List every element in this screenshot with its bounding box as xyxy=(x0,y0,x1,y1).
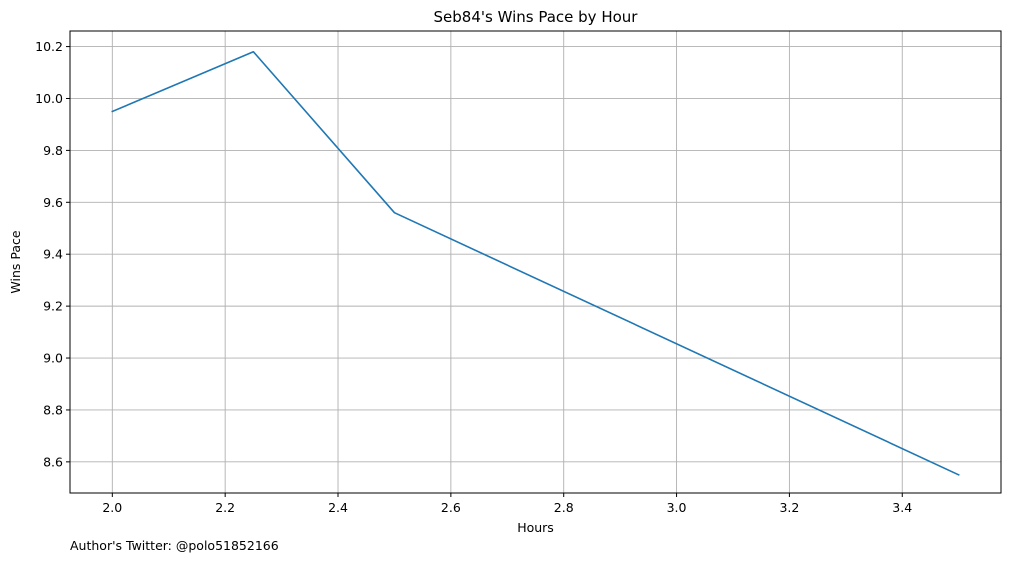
plot-frame xyxy=(69,30,1002,494)
x-tick-label: 3.4 xyxy=(892,500,912,515)
series-line-path xyxy=(111,50,960,476)
y-tick-label: 8.8 xyxy=(43,402,63,417)
grid-lines xyxy=(70,31,1001,493)
x-tick-label: 2.6 xyxy=(441,500,461,515)
x-tick-label: 3.2 xyxy=(779,500,799,515)
x-axis-title: Hours xyxy=(517,520,554,535)
x-tick-label: 2.8 xyxy=(554,500,574,515)
y-tick-label: 9.6 xyxy=(43,195,63,210)
y-tick-label: 9.8 xyxy=(43,143,63,158)
x-axis-ticks: 2.0 2.2 2.4 2.6 2.8 3.0 3.2 3.4 xyxy=(102,493,912,515)
y-tick-label: 10.2 xyxy=(35,39,63,54)
x-tick-label: 3.0 xyxy=(667,500,687,515)
y-axis-title: Wins Pace xyxy=(8,230,23,293)
y-tick-label: 9.2 xyxy=(43,299,63,314)
y-axis-ticks: 8.6 8.8 9.0 9.2 9.4 9.6 9.8 10.0 10.2 xyxy=(35,39,70,469)
series-line xyxy=(111,50,960,476)
y-tick-label: 8.6 xyxy=(43,454,63,469)
chart-title: Seb84's Wins Pace by Hour xyxy=(434,8,639,26)
author-footnote: Author's Twitter: @polo51852166 xyxy=(70,538,279,553)
x-tick-label: 2.2 xyxy=(215,500,235,515)
x-tick-label: 2.4 xyxy=(328,500,348,515)
y-tick-label: 10.0 xyxy=(35,91,63,106)
x-tick-label: 2.0 xyxy=(102,500,122,515)
y-tick-label: 9.4 xyxy=(43,247,63,262)
y-tick-label: 9.0 xyxy=(43,351,63,366)
